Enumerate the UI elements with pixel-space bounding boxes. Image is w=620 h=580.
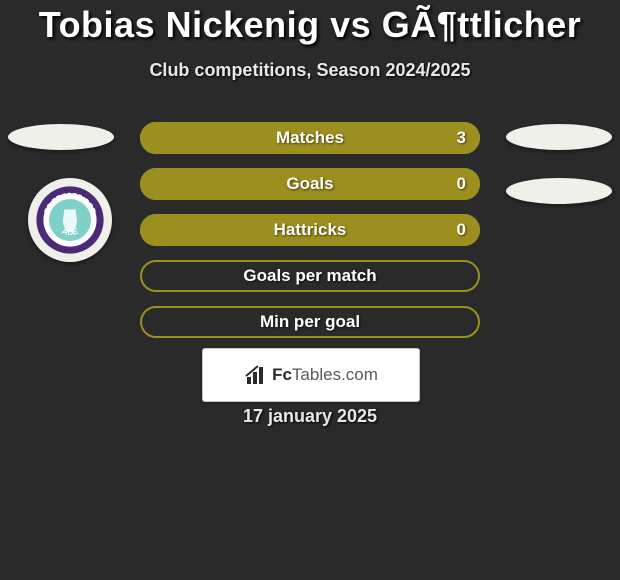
stat-bar-label: Matches [140, 128, 480, 148]
stat-bar-value: 0 [457, 174, 466, 194]
fctables-logo[interactable]: FcTables.com [202, 348, 420, 402]
stat-bar-value: 0 [457, 220, 466, 240]
subtitle: Club competitions, Season 2024/2025 [0, 60, 620, 81]
stat-bar-label-wrap: Goals per match [140, 260, 480, 292]
club-badge-icon: FC ERZGEBIRGE AUE [35, 185, 105, 255]
stat-bar-label-wrap: Goals0 [140, 168, 480, 200]
stat-bar-value: 3 [457, 128, 466, 148]
right-player-badge-placeholder-2 [506, 178, 612, 204]
page-title: Tobias Nickenig vs GÃ¶ttlicher [0, 4, 620, 46]
bar-chart-icon [244, 363, 268, 387]
stat-bar-label: Hattricks [140, 220, 480, 240]
stat-bar-label: Min per goal [140, 312, 480, 332]
stat-bar-label-wrap: Hattricks0 [140, 214, 480, 246]
date-text: 17 january 2025 [0, 406, 620, 427]
stat-bar-label: Goals [140, 174, 480, 194]
stat-bar-label: Goals per match [140, 266, 480, 286]
comparison-widget: Tobias Nickenig vs GÃ¶ttlicher Club comp… [0, 0, 620, 580]
stat-bar-label-wrap: Min per goal [140, 306, 480, 338]
left-player-badge-placeholder [8, 124, 114, 150]
stat-bar-label-wrap: Matches3 [140, 122, 480, 154]
logo-text: FcTables.com [272, 365, 378, 385]
right-player-badge-placeholder [506, 124, 612, 150]
club-badge: FC ERZGEBIRGE AUE [28, 178, 112, 262]
